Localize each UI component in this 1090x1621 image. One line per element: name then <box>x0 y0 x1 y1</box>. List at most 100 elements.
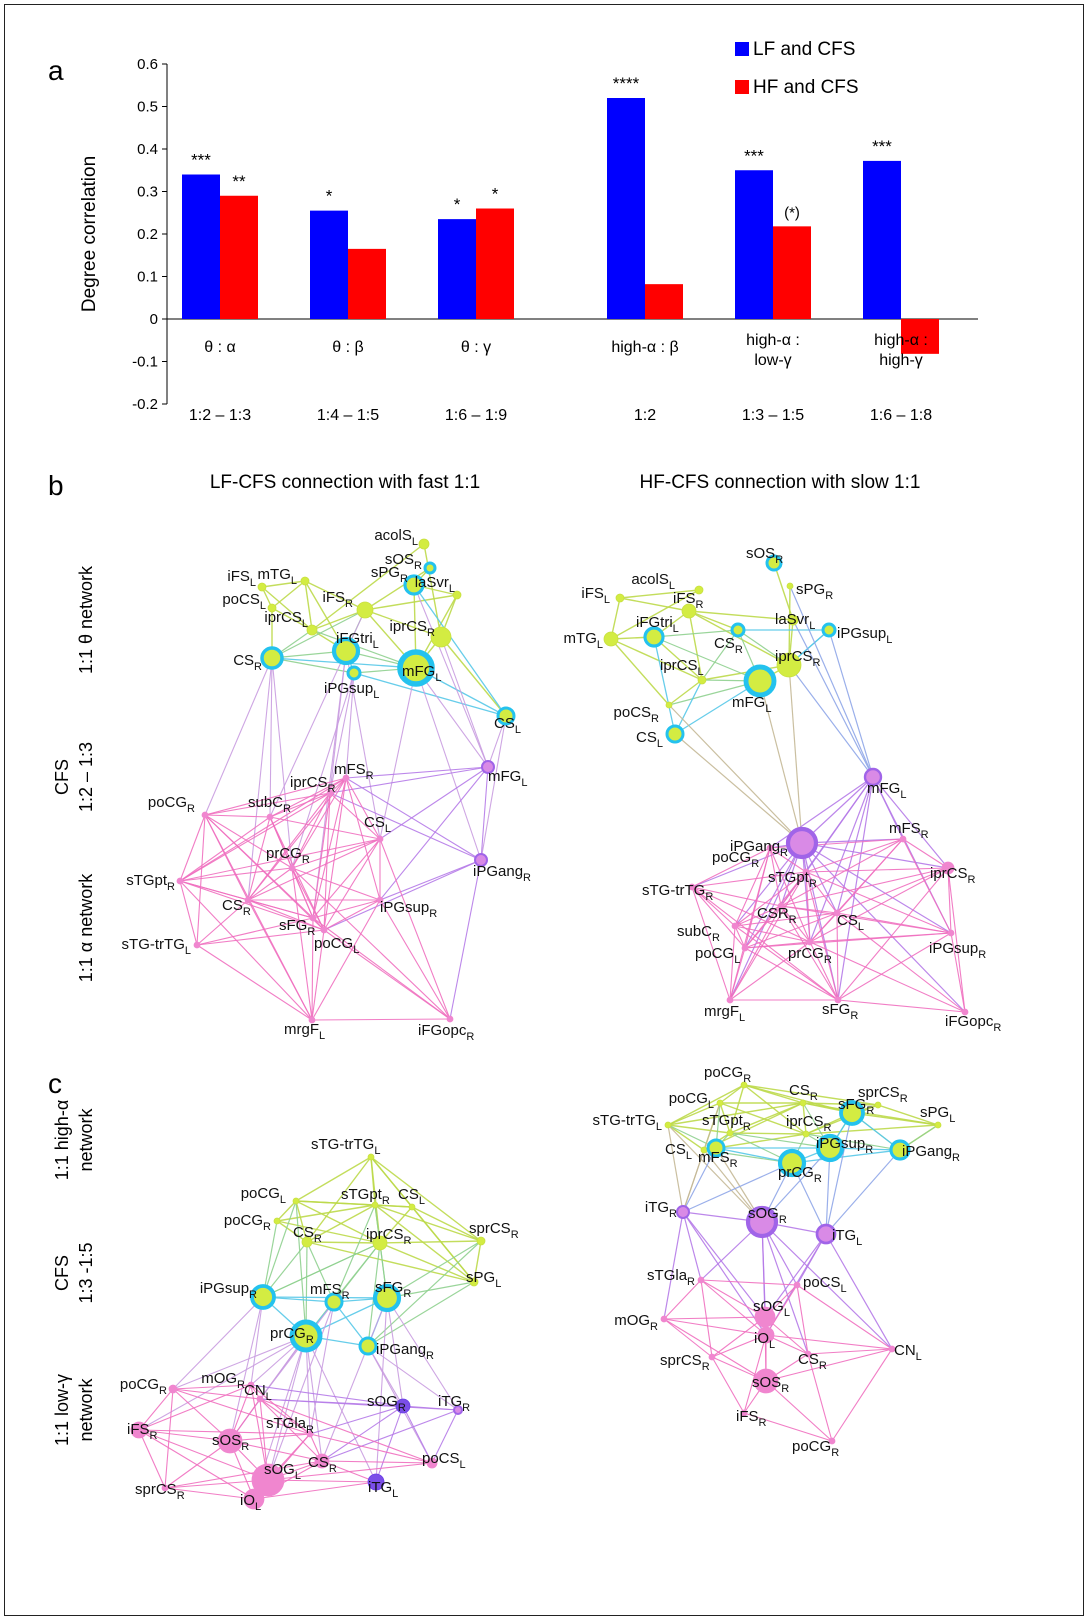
b_right-edge-12 <box>610 638 670 706</box>
b_left-node-label-2: iFSL <box>227 568 256 589</box>
y-tick-label-3: 0.3 <box>137 184 158 201</box>
c_left-node-subscript-7: R <box>511 1229 519 1241</box>
c_right-node-label-18: poCSL <box>803 1274 847 1295</box>
b_left-edge-64 <box>329 766 489 794</box>
c_right-edge-110 <box>743 1412 833 1442</box>
c_right-node-subscript-2: R <box>810 1091 818 1103</box>
b_left-node-subscript-21: R <box>167 881 175 893</box>
c_right-node-label-12: iPGangR <box>902 1143 960 1164</box>
c_right-node-subscript-4: L <box>656 1121 662 1133</box>
c_right-node-22 <box>804 1350 812 1358</box>
b_right-edge-87 <box>780 867 949 907</box>
b_right-edge-36 <box>828 629 874 778</box>
c_right-edge-0 <box>719 1084 745 1104</box>
c_left-edge-87 <box>259 1398 459 1411</box>
c_left-edge-96 <box>250 1384 311 1435</box>
b_left-node-label-12: CSR <box>233 652 262 673</box>
significance-label-hf-2: * <box>492 185 499 204</box>
b_right-node-30 <box>961 1008 969 1016</box>
b_left-node-17 <box>326 789 334 797</box>
y-tick-label-1: 0.5 <box>137 99 158 116</box>
c_left-edge-9 <box>295 1200 308 1243</box>
b_right-node-subscript-24: R <box>712 932 720 944</box>
b_left-edge-57 <box>345 777 482 861</box>
c_right-node-subscript-9: L <box>686 1150 692 1162</box>
c_left-node-label-3: CSL <box>398 1186 425 1207</box>
b_left-node-subscript-4: L <box>302 618 308 630</box>
c_left-edge-38 <box>367 1281 475 1347</box>
b_right-edge-119 <box>809 932 952 943</box>
bar-lf-0 <box>182 174 220 319</box>
b_right-edge-1 <box>619 589 700 599</box>
b_left-node-subscript-14: L <box>515 724 521 736</box>
b_left-node-label-22: prCGR <box>266 845 310 866</box>
ratio-label-3: 1:2 <box>634 407 656 424</box>
b_right-edge-85 <box>729 871 807 1001</box>
b_right-edge-43 <box>872 776 949 869</box>
b_left-edge-2 <box>261 580 306 588</box>
b_right-edge-108 <box>836 912 952 934</box>
y-tick-label-2: 0.4 <box>137 141 158 158</box>
c_right-node-18 <box>793 1281 801 1289</box>
c_left-node-24 <box>161 1484 169 1492</box>
row-label-alpha-network: 1:1 α network <box>76 873 96 982</box>
legend-label-1: HF and CFS <box>753 77 859 98</box>
b_left-edge-108 <box>247 867 293 901</box>
c_left-edge-106 <box>138 1429 255 1500</box>
c_left-node-12 <box>289 1319 323 1353</box>
b_right-edge-17 <box>688 610 790 666</box>
c_right-edge-60 <box>761 1147 831 1223</box>
b_right-node-subscript-17: R <box>921 829 929 841</box>
c_right-edge-14 <box>802 1102 807 1135</box>
b_left-node-label-4: iprCSL <box>264 609 308 630</box>
b_right-node-label-2: sPGR <box>796 581 833 602</box>
c_right-node-19 <box>660 1315 668 1323</box>
b_right-node-label-29: sFGR <box>822 1001 858 1022</box>
c_left-edge-71 <box>386 1297 459 1411</box>
b_left-edge-34 <box>353 672 507 717</box>
c_left-edge-21 <box>306 1241 475 1283</box>
b_left-node-label-10: iFGtriL <box>336 630 379 651</box>
c_left-edge-23 <box>379 1242 475 1283</box>
b_left-node-subscript-1: L <box>291 575 297 587</box>
c_left-edge-85 <box>431 1409 459 1464</box>
b_right-node-13 <box>743 664 777 698</box>
b_left-edge-35 <box>413 584 507 717</box>
c_right-node-11 <box>815 1133 845 1163</box>
c_left-edge-65 <box>172 1296 264 1390</box>
c_left-edge-31 <box>306 1241 335 1303</box>
b_left-node-subscript-10: L <box>373 639 379 651</box>
category-label-5-0: high-α : <box>874 332 928 349</box>
b_left-node-1 <box>300 576 310 586</box>
b_left-node-5 <box>356 601 374 619</box>
b_left-node-subscript-28: L <box>185 945 191 957</box>
b_right-edge-127 <box>691 886 839 1001</box>
b_right-node-subscript-19: R <box>809 878 817 890</box>
b_left-edge-43 <box>415 667 482 861</box>
c_right-edge-22 <box>729 1132 807 1135</box>
c_right-node-subscript-18: L <box>841 1283 847 1295</box>
c_right-edge-49 <box>791 1149 901 1164</box>
c_left-node-label-23: poCSL <box>422 1450 466 1471</box>
c_left-node-subscript-20: R <box>241 1441 249 1453</box>
c_right-node-subscript-13: R <box>814 1173 822 1185</box>
b_left-edge-4 <box>304 580 313 631</box>
b_right-node-subscript-22: R <box>789 914 797 926</box>
b_right-node-label-5: laSvrL <box>775 611 815 632</box>
c_left-edge-14 <box>374 1204 482 1242</box>
c_left-node-subscript-21: R <box>306 1424 314 1436</box>
b_left-node-18 <box>266 813 274 821</box>
b_right-edge-106 <box>744 912 838 949</box>
bar-lf-4 <box>735 170 773 319</box>
b_right-edge-109 <box>836 912 839 1001</box>
c_left-node-1 <box>292 1197 300 1205</box>
c_left-edge-5 <box>370 1156 482 1242</box>
c_right-node-label-9: CSL <box>665 1141 692 1162</box>
c_left-node-label-20: sOSR <box>212 1432 249 1453</box>
c_right-edge-98 <box>711 1334 767 1358</box>
b_right-node-subscript-27: R <box>978 949 986 961</box>
c_right-node-16 <box>815 1223 837 1245</box>
c_left-node-label-7: sprCSR <box>469 1220 519 1241</box>
c_left-edge-91 <box>164 1388 174 1489</box>
c_right-node-label-13: prCGR <box>778 1164 822 1185</box>
